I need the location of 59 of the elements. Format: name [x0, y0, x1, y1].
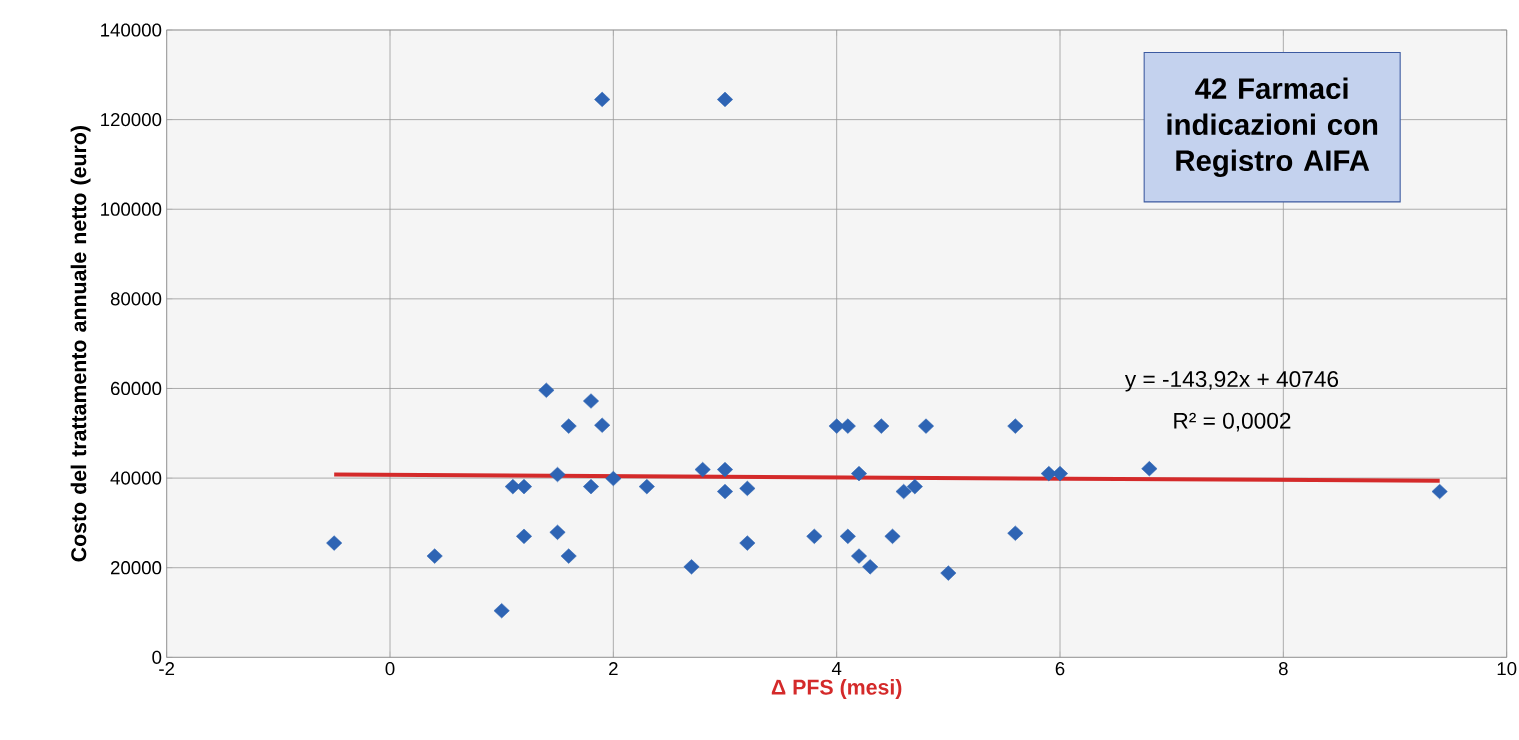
y-tick-label: 40000 — [110, 471, 162, 485]
annotation: R² = 0,0002 — [1174, 412, 1291, 432]
point — [1052, 466, 1068, 482]
point — [717, 461, 733, 478]
point — [895, 483, 912, 500]
x-tick-label: 10 — [1497, 662, 1517, 676]
x-tick-label: -2 — [159, 662, 175, 676]
point — [583, 479, 599, 495]
point — [1141, 461, 1158, 477]
point — [638, 479, 655, 495]
point — [1431, 483, 1448, 500]
point — [683, 559, 700, 575]
point — [549, 524, 566, 540]
y-tick-label: 60000 — [110, 381, 162, 396]
point — [583, 393, 599, 409]
y-tick-label: 20000 — [110, 561, 162, 575]
point — [884, 528, 901, 544]
point — [1007, 418, 1024, 434]
point — [717, 91, 733, 108]
point — [516, 479, 532, 495]
point — [839, 528, 856, 544]
x-axis-title: Δ PFS (mesi) — [771, 679, 902, 699]
annotation: y = -143,92x + 40746 — [1124, 371, 1339, 392]
point — [739, 535, 756, 551]
y-tick-label: 140000 — [101, 23, 162, 37]
point — [806, 528, 823, 544]
point — [493, 603, 510, 619]
point — [862, 559, 879, 575]
annotation: 42 Farmaci indicazioni con Registro AIFA — [1167, 77, 1378, 177]
point — [717, 483, 733, 500]
point — [940, 565, 957, 581]
point — [426, 548, 443, 564]
y-tick-label: 100000 — [101, 202, 162, 216]
x-tick-label: 4 — [831, 662, 842, 675]
y-tick-label: 120000 — [101, 112, 162, 127]
y-tick-label: 80000 — [110, 292, 162, 306]
point — [906, 479, 923, 495]
point — [605, 470, 622, 487]
y-tick-label: 0 — [152, 650, 162, 664]
point — [594, 91, 611, 108]
point — [560, 548, 577, 564]
point — [694, 461, 711, 478]
y-axis-title: Costo del trattamento annuale netto (euro) — [70, 126, 91, 562]
point — [549, 466, 566, 483]
point — [851, 466, 867, 482]
x-tick-label: 6 — [1055, 662, 1065, 676]
point — [873, 418, 890, 434]
x-tick-label: 8 — [1278, 662, 1288, 676]
point — [516, 528, 532, 544]
point — [918, 418, 934, 434]
x-tick-label: 2 — [609, 662, 618, 676]
point — [1007, 525, 1024, 541]
point — [739, 480, 756, 496]
x-tick-label: 0 — [385, 662, 395, 676]
point — [326, 535, 343, 551]
point — [851, 548, 867, 564]
point — [594, 417, 611, 433]
point — [538, 382, 555, 398]
point — [560, 418, 577, 434]
